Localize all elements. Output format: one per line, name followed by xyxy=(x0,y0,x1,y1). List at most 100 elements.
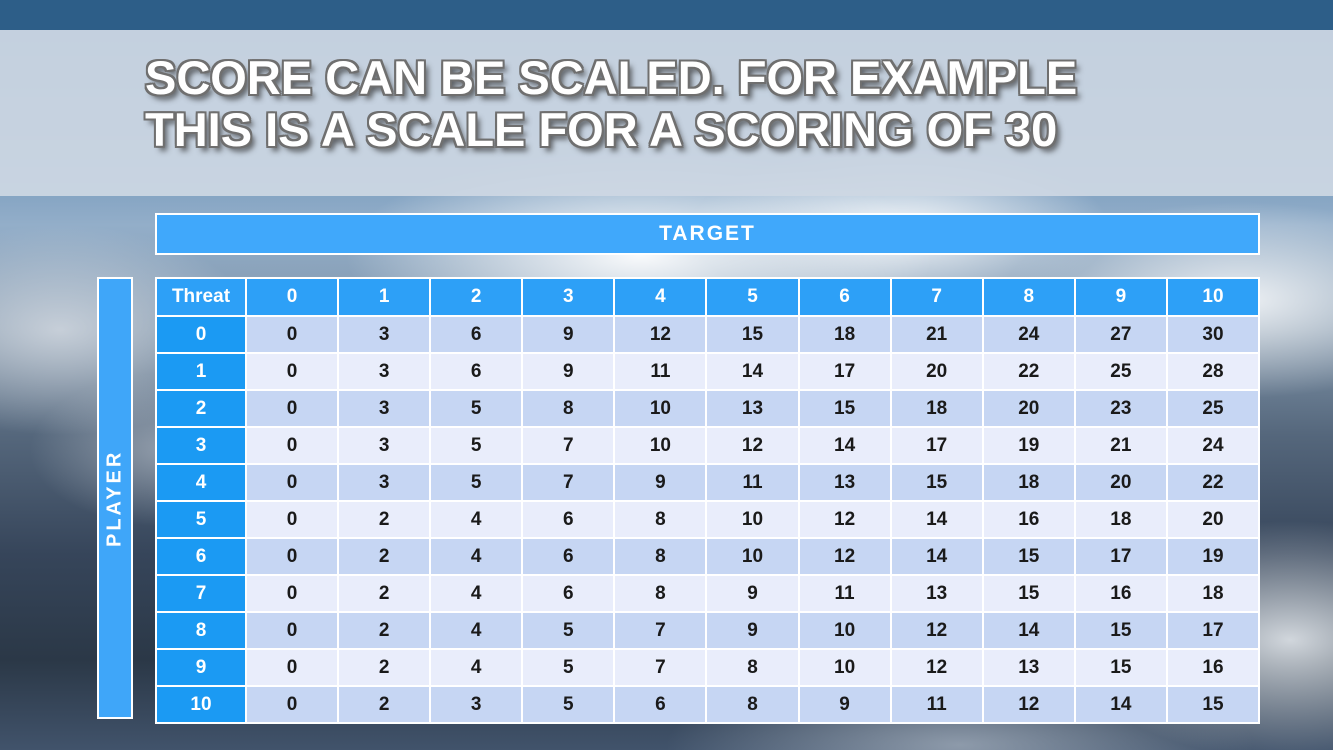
score-cell: 23 xyxy=(1075,391,1166,426)
score-cell: 5 xyxy=(523,687,614,722)
score-cell: 17 xyxy=(1075,539,1166,574)
top-strip xyxy=(0,0,1333,30)
score-cell: 12 xyxy=(891,613,982,648)
score-cell: 19 xyxy=(983,428,1074,463)
score-cell: 7 xyxy=(615,613,706,648)
score-cell: 8 xyxy=(615,502,706,537)
title-banner xyxy=(0,30,1333,196)
score-cell: 2 xyxy=(339,687,430,722)
score-cell: 6 xyxy=(523,539,614,574)
score-cell: 18 xyxy=(1167,576,1258,611)
score-cell: 20 xyxy=(983,391,1074,426)
title-line-2: THIS IS A SCALE FOR A SCORING OF 30 xyxy=(145,103,1058,157)
row-header-cell: 10 xyxy=(157,687,245,722)
score-cell: 13 xyxy=(983,650,1074,685)
score-cell: 18 xyxy=(799,317,890,352)
row-header-cell: 2 xyxy=(157,391,245,426)
score-cell: 0 xyxy=(247,613,338,648)
score-cell: 12 xyxy=(983,687,1074,722)
score-cell: 5 xyxy=(523,613,614,648)
score-cell: 0 xyxy=(247,317,338,352)
score-cell: 10 xyxy=(707,539,798,574)
score-cell: 4 xyxy=(431,650,522,685)
score-cell: 13 xyxy=(799,465,890,500)
score-cell: 13 xyxy=(707,391,798,426)
score-cell: 2 xyxy=(339,650,430,685)
score-cell: 9 xyxy=(523,317,614,352)
score-cell: 2 xyxy=(339,502,430,537)
score-cell: 25 xyxy=(1167,391,1258,426)
score-cell: 3 xyxy=(339,428,430,463)
column-header-cell: 0 xyxy=(247,279,338,315)
score-cell: 25 xyxy=(1075,354,1166,389)
column-header-cell: 4 xyxy=(615,279,706,315)
score-cell: 21 xyxy=(891,317,982,352)
player-header: PLAYER xyxy=(97,277,133,719)
score-cell: 15 xyxy=(983,576,1074,611)
score-cell: 14 xyxy=(1075,687,1166,722)
score-cell: 16 xyxy=(1075,576,1166,611)
score-cell: 3 xyxy=(339,391,430,426)
row-header-cell: 3 xyxy=(157,428,245,463)
score-cell: 24 xyxy=(983,317,1074,352)
score-cell: 11 xyxy=(799,576,890,611)
score-cell: 3 xyxy=(339,354,430,389)
score-cell: 3 xyxy=(339,465,430,500)
score-cell: 12 xyxy=(707,428,798,463)
row-header-cell: 9 xyxy=(157,650,245,685)
slide-title: SCORE CAN BE SCALED. FOR EXAMPLE THIS IS… xyxy=(145,51,1295,157)
score-cell: 16 xyxy=(1167,650,1258,685)
column-header-cell: 8 xyxy=(983,279,1074,315)
score-cell: 15 xyxy=(799,391,890,426)
score-cell: 0 xyxy=(247,650,338,685)
score-cell: 5 xyxy=(523,650,614,685)
score-cell: 9 xyxy=(523,354,614,389)
column-header-cell: 3 xyxy=(523,279,614,315)
score-cell: 6 xyxy=(523,502,614,537)
score-cell: 4 xyxy=(431,613,522,648)
score-cell: 0 xyxy=(247,576,338,611)
score-cell: 20 xyxy=(1167,502,1258,537)
threat-header-cell: Threat xyxy=(157,279,245,315)
score-cell: 4 xyxy=(431,502,522,537)
row-header-cell: 1 xyxy=(157,354,245,389)
score-table: Threat 0 1 2 3 4 5 6 7 8 9 10 0 0 3 6 9 12 15 18 21 24 27 30 1 0… xyxy=(155,277,1260,724)
score-cell: 9 xyxy=(615,465,706,500)
score-cell: 12 xyxy=(891,650,982,685)
score-cell: 18 xyxy=(891,391,982,426)
score-cell: 4 xyxy=(431,539,522,574)
score-cell: 12 xyxy=(799,502,890,537)
score-cell: 27 xyxy=(1075,317,1166,352)
score-cell: 14 xyxy=(891,502,982,537)
score-cell: 6 xyxy=(615,687,706,722)
row-header-cell: 4 xyxy=(157,465,245,500)
score-cell: 5 xyxy=(431,391,522,426)
score-cell: 0 xyxy=(247,465,338,500)
score-cell: 14 xyxy=(983,613,1074,648)
score-cell: 11 xyxy=(615,354,706,389)
score-cell: 0 xyxy=(247,687,338,722)
score-cell: 21 xyxy=(1075,428,1166,463)
score-cell: 15 xyxy=(1167,687,1258,722)
score-cell: 0 xyxy=(247,502,338,537)
score-cell: 14 xyxy=(891,539,982,574)
score-cell: 9 xyxy=(707,613,798,648)
score-cell: 28 xyxy=(1167,354,1258,389)
score-cell: 11 xyxy=(891,687,982,722)
row-header-cell: 6 xyxy=(157,539,245,574)
score-cell: 12 xyxy=(799,539,890,574)
score-cell: 8 xyxy=(615,539,706,574)
row-header-cell: 7 xyxy=(157,576,245,611)
score-cell: 8 xyxy=(523,391,614,426)
score-cell: 24 xyxy=(1167,428,1258,463)
score-cell: 4 xyxy=(431,576,522,611)
score-cell: 0 xyxy=(247,354,338,389)
score-cell: 0 xyxy=(247,428,338,463)
score-cell: 3 xyxy=(339,317,430,352)
score-cell: 10 xyxy=(799,650,890,685)
target-header: TARGET xyxy=(155,213,1260,255)
score-cell: 0 xyxy=(247,391,338,426)
score-cell: 13 xyxy=(891,576,982,611)
column-header-cell: 7 xyxy=(891,279,982,315)
row-header-cell: 0 xyxy=(157,317,245,352)
